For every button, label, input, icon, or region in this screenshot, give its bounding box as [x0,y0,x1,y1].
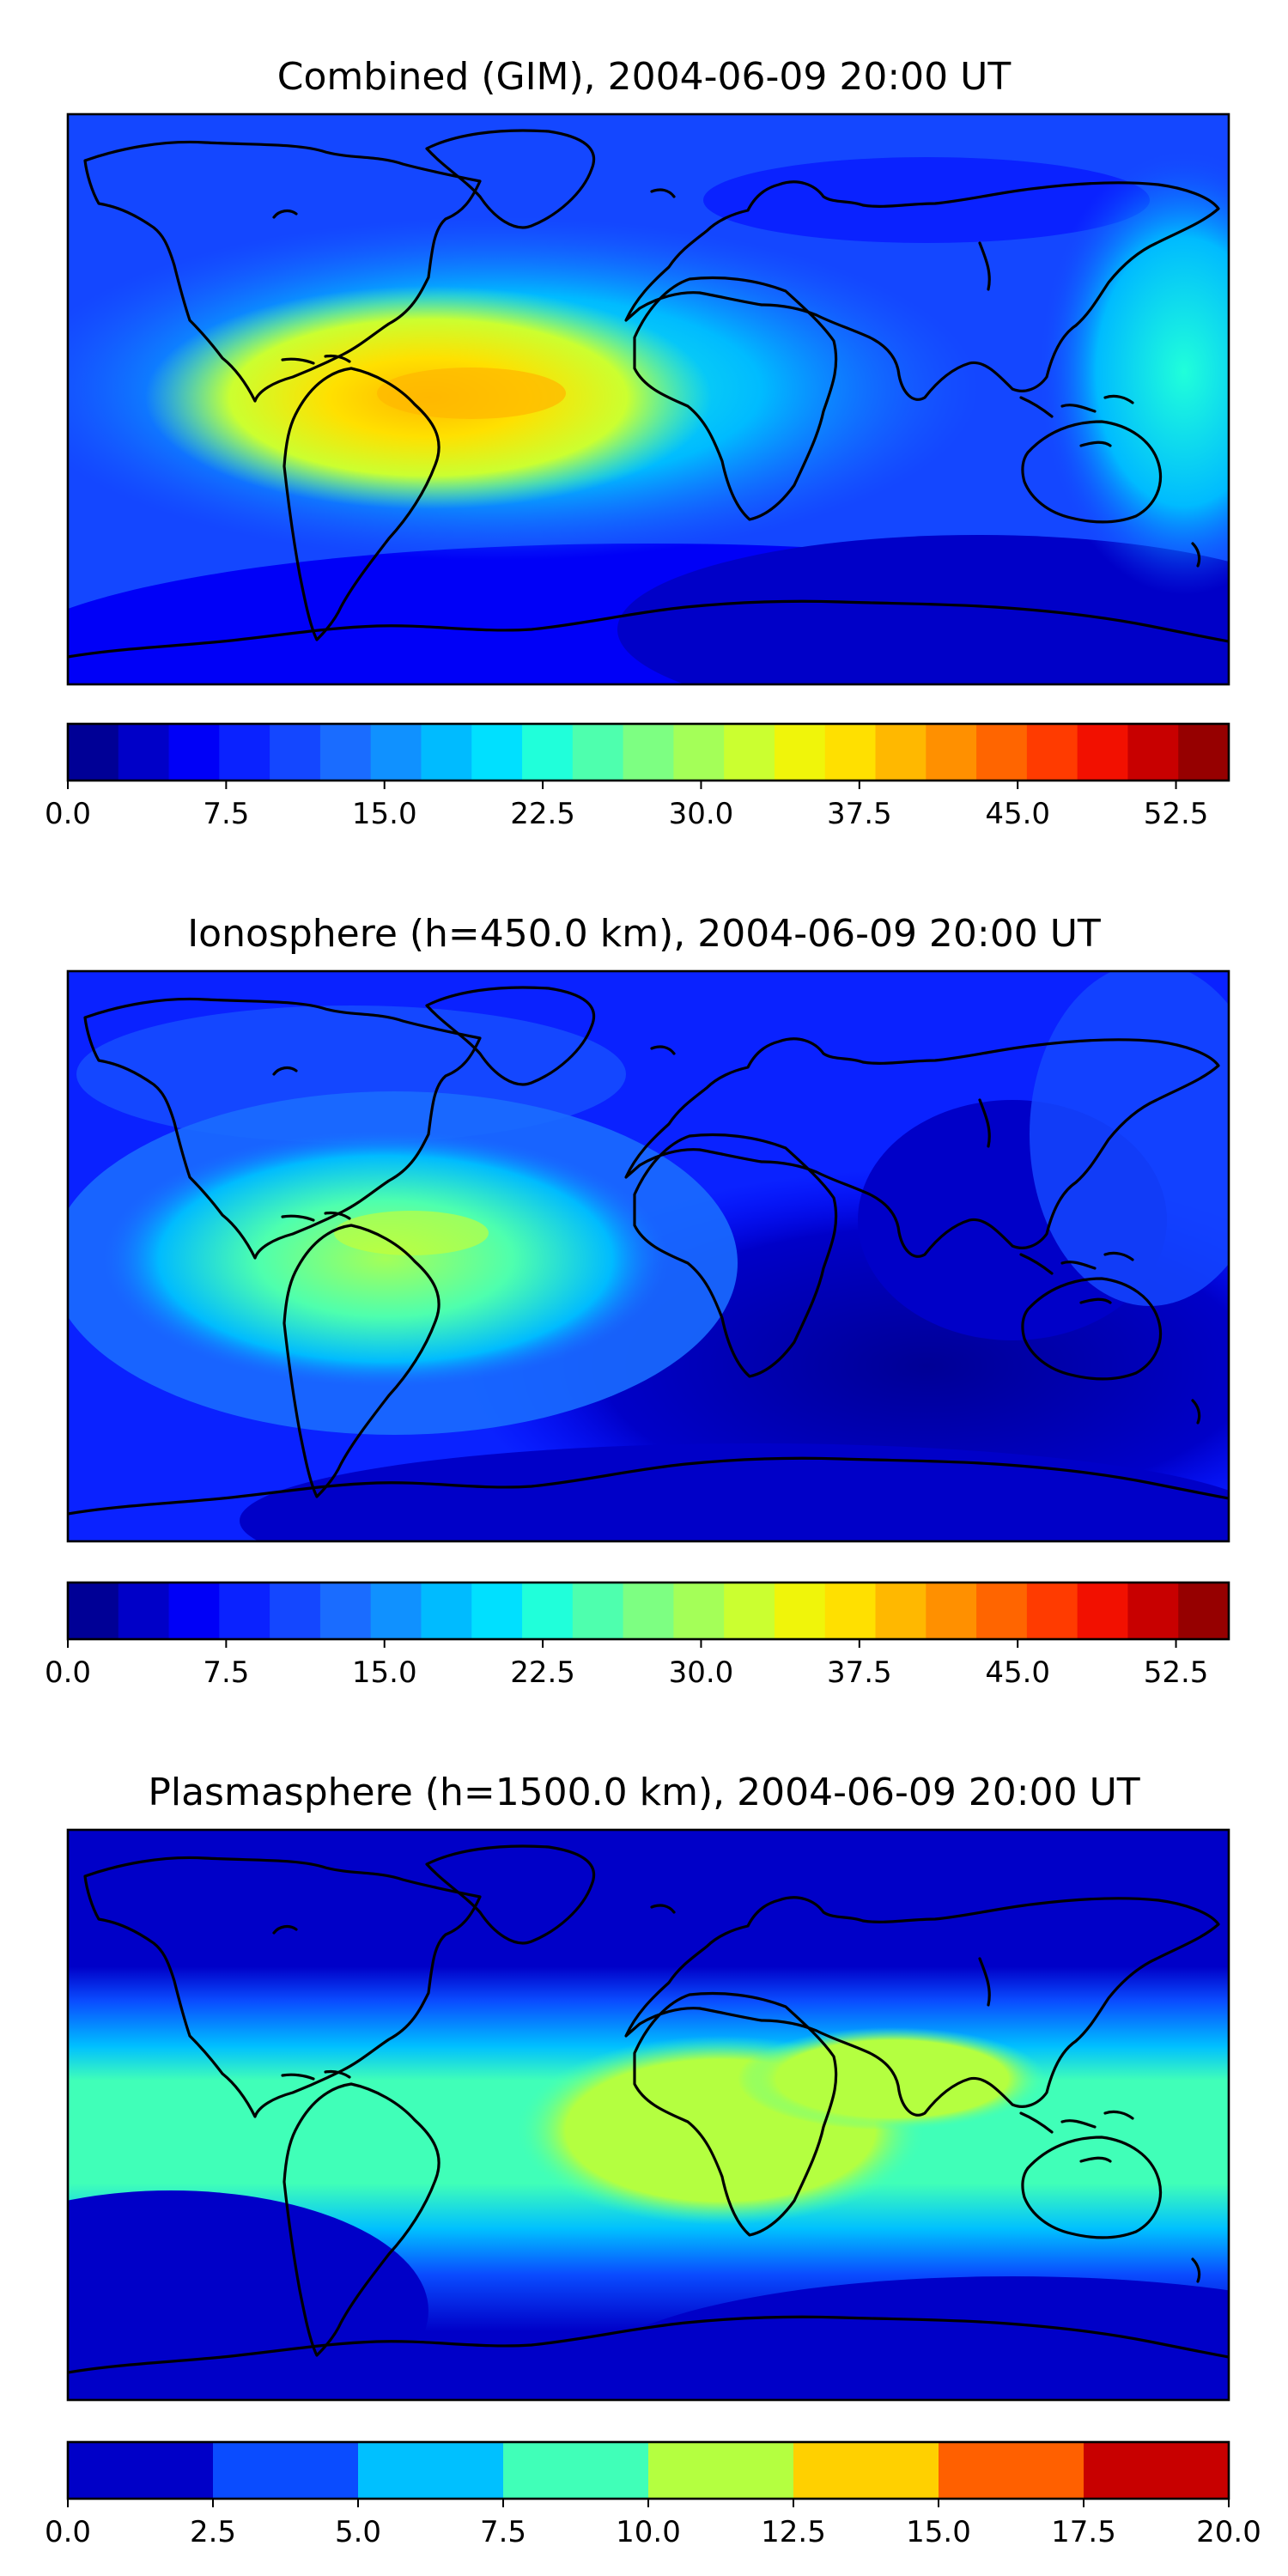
colorbar-tick-label: 45.0 [985,1656,1050,1690]
colorbar-segment [370,1583,422,1639]
colorbar-segment [503,2442,649,2499]
colorbar-segment [623,724,674,781]
colorbar-segment [1178,1583,1230,1639]
colorbar-tick-label: 0.0 [45,2515,91,2549]
colorbar-tick-label: 15.0 [352,797,417,831]
colorbar-segment [926,724,977,781]
colorbar-segment [319,1583,372,1639]
panel-ionosphere: Ionosphere (h=450.0 km), 2004-06-09 20:0… [45,912,1230,1690]
colorbar-segment [213,2442,359,2499]
colorbar-segment [168,1583,220,1639]
panel-combined: Combined (GIM), 2004-06-09 20:00 UT 0.0 7… [45,55,1230,831]
colorbar-segment [673,1583,725,1639]
map-combined [66,112,1230,686]
colorbar-segment [270,1583,321,1639]
colorbar-tick-label: 15.0 [906,2515,971,2549]
colorbar-segment [68,1583,119,1639]
colorbar-segment [939,2442,1084,2499]
colorbar-tick-label: 17.5 [1051,2515,1116,2549]
colorbar-tick-label: 15.0 [352,1656,417,1690]
colorbar-segment [1026,724,1078,781]
colorbar-tick-label: 22.5 [510,1656,575,1690]
colorbar-segment [572,1583,624,1639]
colorbar-segment [118,1583,170,1639]
colorbar-segment [1077,1583,1129,1639]
colorbar-tick-label: 12.5 [761,2515,826,2549]
colorbar-tick-label: 52.5 [1144,1656,1209,1690]
colorbar-tick-label: 7.5 [480,2515,526,2549]
colorbar-segment [623,1583,674,1639]
colorbar-segment [724,1583,775,1639]
colorbar-combined: 0.0 7.5 15.0 22.5 30.0 37.5 45.0 52.5 [45,722,1230,831]
colorbar-segment [572,724,624,781]
colorbar-tick-label: 10.0 [616,2515,681,2549]
colorbar-tick-label: 7.5 [203,1656,249,1690]
colorbar-segment [673,724,725,781]
colorbar-segment [648,2442,794,2499]
colorbar-segment [118,724,170,781]
panel-title-ionosphere: Ionosphere (h=450.0 km), 2004-06-09 20:0… [187,912,1101,956]
colorbar-segment [875,1583,927,1639]
colorbar-segment [774,1583,826,1639]
colorbar-segment [68,2442,214,2499]
colorbar-segment [1178,724,1230,781]
colorbar-segment [319,724,372,781]
colorbar-segment [270,724,321,781]
colorbar-segment [793,2442,939,2499]
colorbar-tick-label: 45.0 [985,797,1050,831]
colorbar-segment [370,724,422,781]
panel-plasmasphere: Plasmasphere (h=1500.0 km), 2004-06-09 2… [45,1771,1261,2549]
colorbar-segment [471,724,523,781]
colorbar-tick-label: 7.5 [203,797,249,831]
colorbar-segment [875,724,927,781]
colorbar-segment [1127,724,1179,781]
panel-title-combined: Combined (GIM), 2004-06-09 20:00 UT [277,55,1012,99]
colorbar-tick-label: 37.5 [827,797,892,831]
colorbar-segment [926,1583,977,1639]
colorbar-tick-label: 30.0 [669,797,734,831]
colorbar-segment [168,724,220,781]
map-ionosphere [66,969,1230,1543]
colorbar-tick-label: 5.0 [335,2515,381,2549]
colorbar-segment [1077,724,1129,781]
colorbar-tick-label: 20.0 [1196,2515,1261,2549]
colorbar-tick-label: 2.5 [190,2515,236,2549]
colorbar-ionosphere: 0.0 7.5 15.0 22.5 30.0 37.5 45.0 52.5 [45,1581,1230,1690]
colorbar-segment [421,724,472,781]
colorbar-segment [1127,1583,1179,1639]
colorbar-tick-label: 22.5 [510,797,575,831]
colorbar-segment [522,1583,574,1639]
map-plasmasphere [66,1828,1230,2402]
colorbar-tick-label: 0.0 [45,1656,91,1690]
colorbar-segment [358,2442,504,2499]
colorbar-tick-label: 30.0 [669,1656,734,1690]
colorbar-plasmasphere: 0.0 2.5 5.0 7.5 10.0 12.5 15.0 17.5 20.0 [45,2440,1261,2549]
colorbar-segment [522,724,574,781]
colorbar-tick-label: 0.0 [45,797,91,831]
colorbar-segment [219,1583,270,1639]
colorbar-segment [824,724,877,781]
colorbar-segment [421,1583,472,1639]
colorbar-segment [1026,1583,1078,1639]
colorbar-segment [724,724,775,781]
colorbar-segment [976,724,1028,781]
colorbar-tick-label: 52.5 [1144,797,1209,831]
colorbar-segment [824,1583,877,1639]
colorbar-segment [976,1583,1028,1639]
colorbar-segment [471,1583,523,1639]
colorbar-segment [1084,2442,1230,2499]
colorbar-tick-label: 37.5 [827,1656,892,1690]
panel-title-plasmasphere: Plasmasphere (h=1500.0 km), 2004-06-09 2… [148,1771,1139,1814]
colorbar-segment [774,724,826,781]
colorbar-segment [68,724,119,781]
colorbar-segment [219,724,270,781]
